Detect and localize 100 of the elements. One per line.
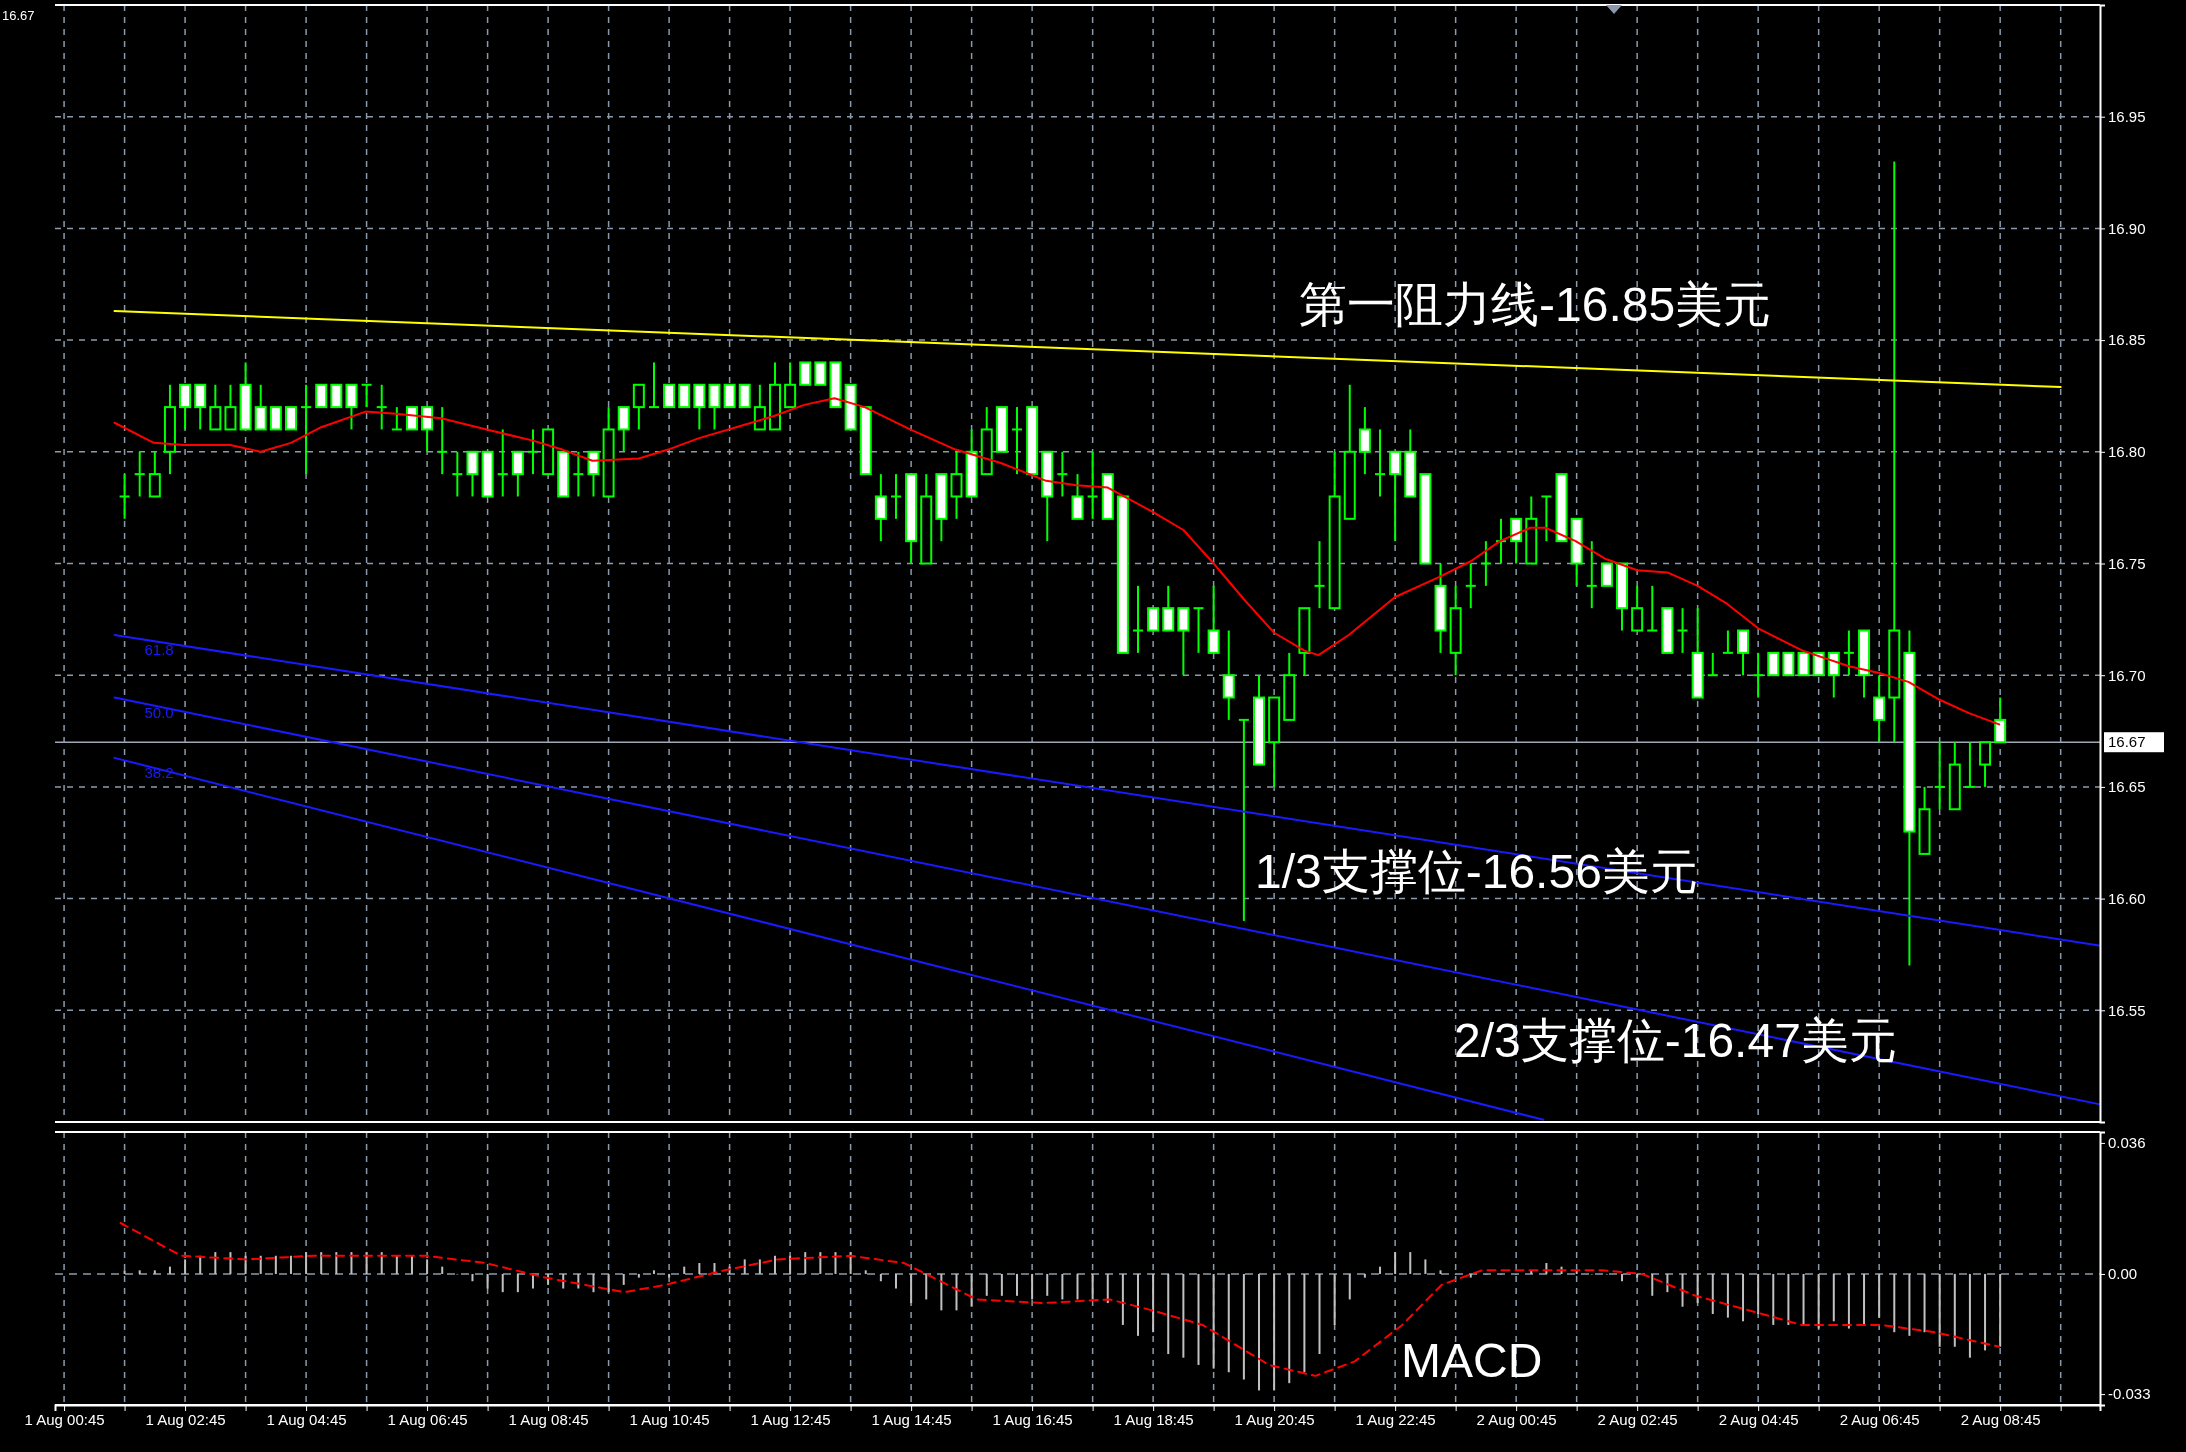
candlestick [1827,651,1840,699]
bar [849,1252,852,1274]
candlestick [738,383,751,409]
candlestick [663,383,676,409]
x-tick-label: 1 Aug 08:45 [508,1410,589,1428]
candlestick [1479,540,1492,587]
bar [1742,1273,1745,1322]
candlestick [1086,450,1099,520]
x-tick-label: 1 Aug 06:45 [387,1410,468,1428]
bar [214,1252,217,1274]
bar [1923,1273,1926,1333]
candlestick [889,473,902,520]
candlestick [526,428,539,476]
bar [1121,1273,1124,1325]
x-tick-label: 1 Aug 10:45 [629,1410,710,1428]
bar [773,1255,776,1274]
bar [1197,1273,1200,1365]
bar [380,1252,383,1274]
candlestick [118,473,131,520]
bar [1273,1273,1276,1391]
candlestick [194,383,207,431]
candlestick [360,383,373,409]
bar [879,1273,882,1282]
x-tick-label: 2 Aug 02:45 [1597,1410,1678,1428]
bar [1908,1273,1911,1336]
bar [486,1273,489,1289]
candlestick [1162,584,1175,632]
bar [1802,1273,1805,1325]
bar [955,1273,958,1311]
x-tick-label: 1 Aug 04:45 [266,1410,347,1428]
bar [1288,1273,1291,1384]
candlestick [1540,495,1553,543]
candlestick [1963,741,1976,788]
ref-line-label: 16.67 [2108,733,2146,751]
candlestick [1071,473,1084,520]
bar [1726,1273,1729,1318]
bar [622,1273,625,1285]
candlestick [799,361,812,386]
x-tick-label: 1 Aug 20:45 [1234,1410,1315,1428]
y-tick-label: 16.90 [2108,219,2146,237]
candlestick [254,383,267,431]
bar [1984,1273,1987,1351]
bar [274,1255,277,1274]
bar [350,1252,353,1274]
candlestick [950,450,963,520]
candlestick [1510,517,1523,565]
candlestick [1631,584,1644,632]
bar [1621,1273,1624,1282]
bar [1031,1273,1034,1300]
bar [668,1273,671,1278]
bar [1409,1252,1412,1274]
bar [1651,1273,1654,1296]
candlestick [451,450,464,498]
candlestick [1056,450,1069,498]
candlestick [1177,607,1190,677]
y-tick-label: -0.033 [2108,1385,2151,1403]
bar [1258,1273,1261,1391]
bar [184,1259,187,1274]
bar [592,1273,595,1293]
bar [1439,1270,1442,1274]
bar [804,1252,807,1274]
candlestick [1237,718,1250,922]
bar [834,1252,837,1274]
bar [123,1270,126,1274]
bar [1636,1273,1639,1278]
candlestick [723,383,736,409]
candlestick [617,406,630,453]
bar [925,1273,928,1300]
bar [441,1266,444,1274]
y-tick-label: 16.85 [2108,331,2146,349]
candlestick [1358,406,1371,476]
bar [607,1273,610,1293]
candlestick [330,383,343,409]
candlestick [1192,607,1205,654]
bar [1817,1273,1820,1329]
candlestick [1207,584,1220,654]
candlestick [1676,607,1689,654]
bar [1318,1273,1321,1355]
y-tick-label: 0.036 [2108,1134,2146,1152]
bar [698,1263,701,1274]
y-tick-label: 16.55 [2108,1001,2146,1019]
bar [410,1255,413,1274]
candlestick [1132,584,1144,654]
candlestick [647,361,660,409]
x-tick-label: 2 Aug 06:45 [1839,1410,1920,1428]
candlestick [300,383,313,476]
bar [1167,1273,1170,1355]
bar [1424,1259,1427,1274]
bar [1363,1273,1366,1278]
y-tick-label: 16.75 [2108,554,2146,572]
candlestick [1752,651,1765,699]
bar [335,1252,338,1274]
bar [320,1252,323,1274]
bar [1893,1273,1896,1333]
candlestick [436,406,449,476]
x-tick-label: 1 Aug 00:45 [24,1410,105,1428]
candlestick [1374,428,1387,498]
candlestick [1737,629,1750,677]
candlestick [496,428,509,498]
bar [910,1273,913,1304]
